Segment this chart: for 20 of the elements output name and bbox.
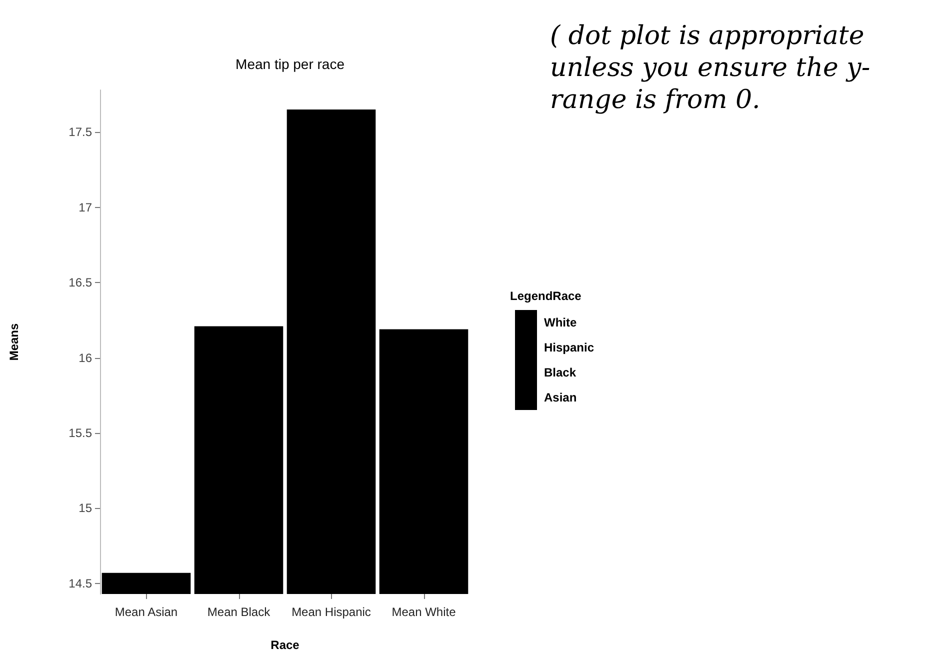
legend-label: Black: [544, 366, 576, 380]
legend-label: Asian: [544, 390, 577, 404]
chart-title: Mean tip per race: [236, 56, 345, 72]
x-tick-label: Mean Black: [207, 605, 272, 619]
y-tick-label: 17.5: [68, 125, 92, 140]
y-axis-title: Means: [7, 323, 21, 361]
y-tick-label: 17: [78, 200, 92, 214]
text: ( dot plot is appropriate unless you ensure the y-range is from 0.: [550, 20, 872, 116]
y-tick-label: 16: [78, 350, 92, 365]
y-tick-label: 15.5: [68, 426, 92, 440]
y-tick-label: 14.5: [68, 576, 92, 590]
y-tick-label: 16.5: [68, 276, 92, 290]
x-tick-label: Mean Asian: [114, 605, 178, 619]
legend-label: Hispanic: [544, 340, 594, 354]
legend-label: White: [544, 316, 577, 330]
x-tick-label: Mean White: [392, 605, 456, 619]
x-tick-label: Mean Hispanic: [292, 605, 371, 619]
legend-title: LegendRace: [510, 289, 582, 303]
x-axis-title: Race: [270, 638, 300, 652]
y-tick-label: 15: [78, 501, 92, 516]
